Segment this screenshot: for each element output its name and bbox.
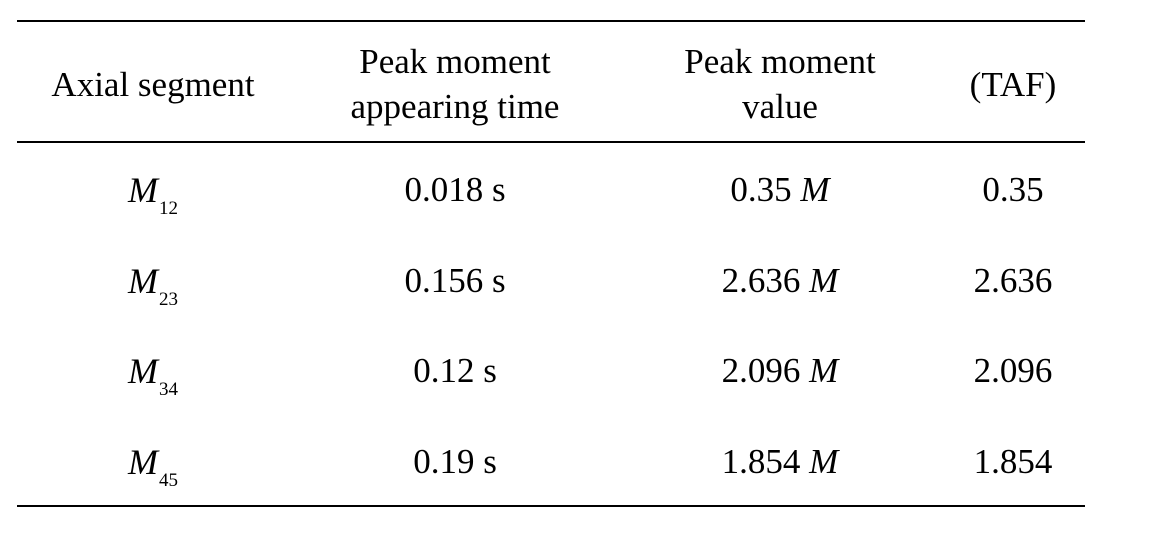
taf-cell: 1.854 [973, 442, 1053, 481]
taf-cell: 2.096 [973, 351, 1053, 390]
segment-subscript: 12 [159, 198, 178, 219]
header-peak-moment-value: Peak moment value [620, 38, 940, 130]
value-unit: M [809, 351, 839, 390]
header-line: (TAF) [969, 64, 1057, 104]
header-line: value [742, 87, 818, 126]
value-cell: 2.636 M [620, 251, 940, 311]
table-row: M12 0.018 s 0.35 M 0.35 [0, 160, 1151, 220]
header-line: Peak moment [359, 42, 551, 81]
value-unit: M [809, 442, 839, 481]
segment-subscript: 23 [159, 289, 178, 310]
header-line: appearing time [350, 87, 560, 126]
header-peak-moment-appearing-time: Peak moment appearing time [300, 38, 610, 130]
value-number: 2.636 [721, 261, 801, 300]
time-cell: 0.19 s [413, 442, 497, 481]
segment-symbol: M [128, 351, 158, 391]
header-taf: (TAF) [945, 38, 1081, 130]
segment-cell: M45 [17, 432, 289, 492]
taf-cell: 2.636 [973, 261, 1053, 300]
header-line: Peak moment [684, 42, 876, 81]
segment-subscript: 45 [159, 470, 178, 491]
value-unit: M [809, 261, 839, 300]
table-row: M23 0.156 s 2.636 M 2.636 [0, 251, 1151, 311]
segment-symbol: M [128, 261, 158, 301]
value-cell: 0.35 M [620, 160, 940, 220]
time-cell: 0.018 s [404, 170, 506, 209]
value-number: 0.35 [730, 170, 792, 209]
table-header-rule [17, 141, 1085, 143]
taf-cell: 0.35 [982, 170, 1044, 209]
value-cell: 2.096 M [620, 341, 940, 401]
segment-cell: M23 [17, 251, 289, 311]
segment-symbol: M [128, 170, 158, 210]
table-row: M34 0.12 s 2.096 M 2.096 [0, 341, 1151, 401]
segment-subscript: 34 [159, 379, 178, 400]
value-number: 2.096 [721, 351, 801, 390]
time-cell: 0.156 s [404, 261, 506, 300]
value-number: 1.854 [721, 442, 801, 481]
segment-cell: M12 [17, 160, 289, 220]
table-row: M45 0.19 s 1.854 M 1.854 [0, 432, 1151, 492]
table-bottom-rule [17, 505, 1085, 507]
time-cell: 0.12 s [413, 351, 497, 390]
segment-cell: M34 [17, 341, 289, 401]
value-unit: M [800, 170, 830, 209]
table-top-rule [17, 20, 1085, 22]
header-axial-segment: Axial segment [17, 38, 289, 130]
header-line: Axial segment [51, 64, 255, 104]
segment-symbol: M [128, 442, 158, 482]
value-cell: 1.854 M [620, 432, 940, 492]
